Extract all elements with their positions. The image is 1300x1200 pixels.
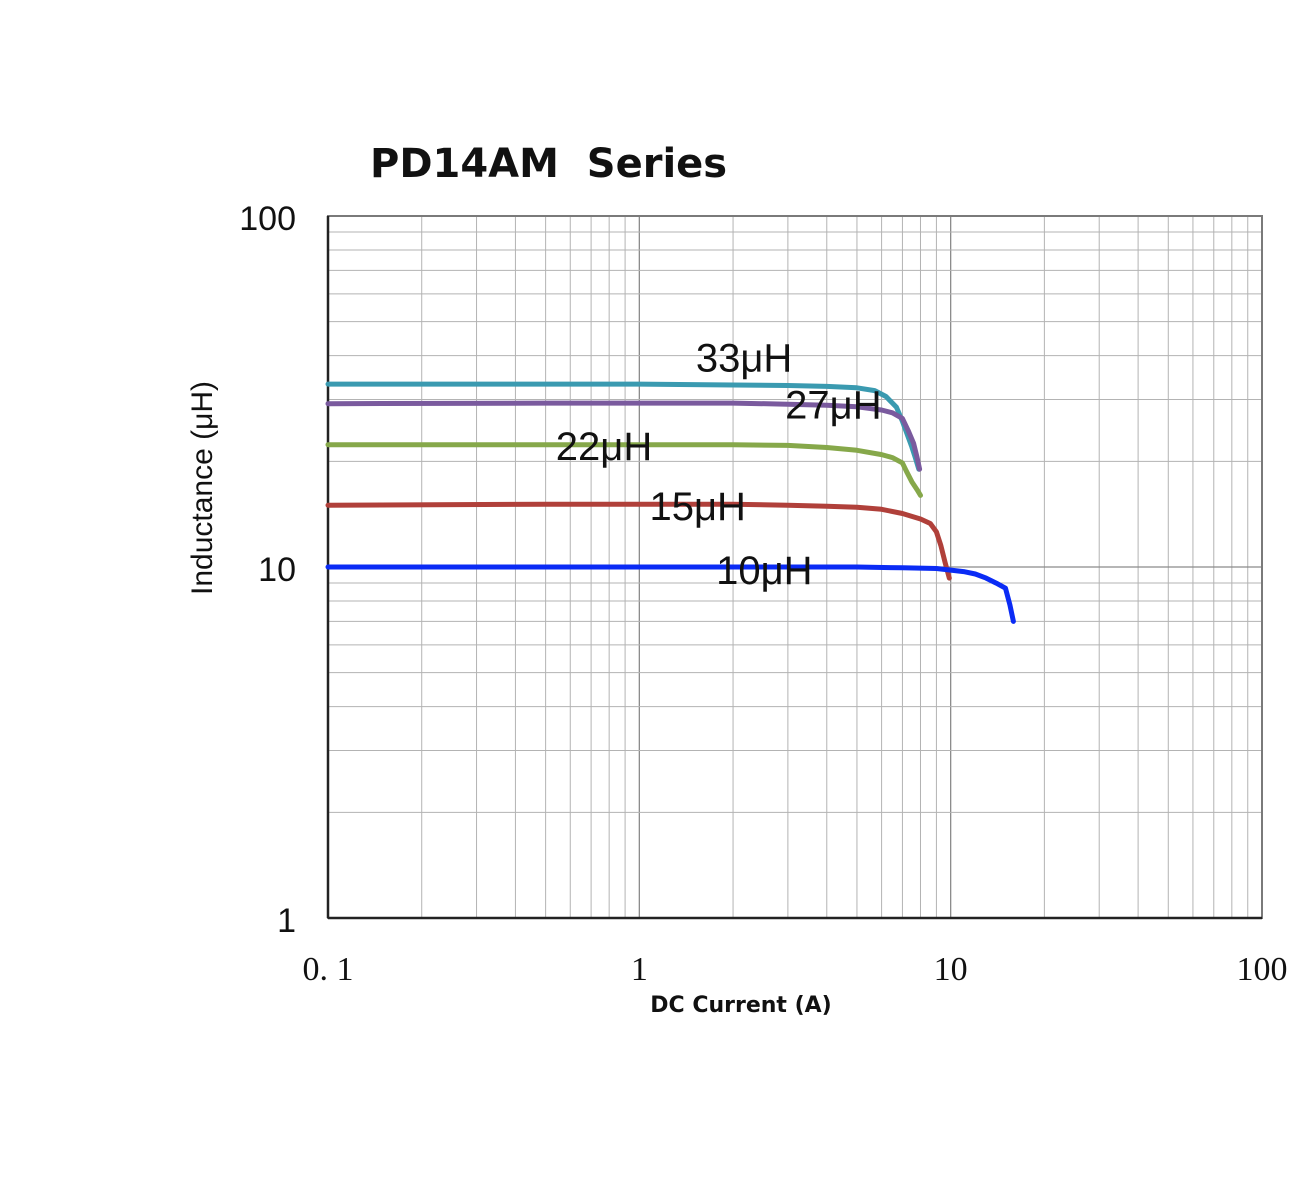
series-line-27uh [325,400,923,472]
series-label: 15μH [650,485,746,529]
x-tick-label: 0. 1 [303,951,354,988]
x-axis-label: DC Current (A) [650,993,831,1018]
series-lines [325,381,1016,624]
series-label: 27μH [785,383,881,427]
series-line-15uh [325,501,952,581]
series-line-10uh [325,564,1016,624]
series-label: 33μH [696,337,792,381]
series-line-33uh [325,381,922,472]
y-tick-labels: 1 10 100 [239,200,296,940]
chart-title: PD14AM Series [370,141,727,187]
y-axis-label: Inductance (μH) [186,381,219,595]
y-tick-label: 1 [277,902,296,940]
y-tick-label: 10 [258,551,296,589]
series-label: 22μH [556,425,652,469]
series-label: 10μH [716,549,812,593]
series-line-22uh [325,442,923,498]
x-tick-label: 10 [934,951,968,988]
x-tick-labels: 0. 1 1 10 100 [303,951,1288,988]
y-tick-label: 100 [239,200,296,238]
x-tick-label: 100 [1237,951,1288,988]
x-tick-label: 1 [631,951,648,988]
